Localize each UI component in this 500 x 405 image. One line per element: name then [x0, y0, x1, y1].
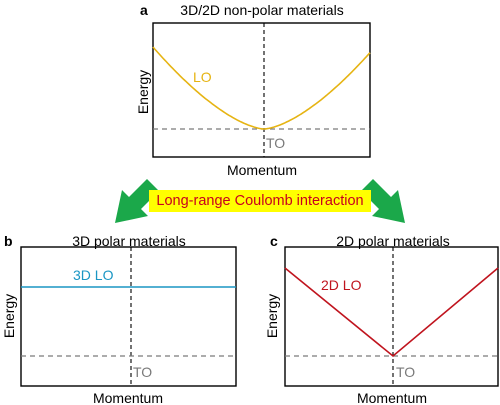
panel-a-xlabel: Momentum — [227, 162, 297, 178]
panel-a-letter: a — [140, 2, 148, 18]
panel-b-frame — [20, 246, 237, 387]
panel-a-to-label: TO — [266, 135, 285, 151]
panel-b-ylabel: Energy — [1, 294, 17, 338]
panel-c-xlabel: Momentum — [357, 390, 427, 405]
panel-c-lo-label: 2D LO — [321, 277, 362, 293]
panel-b-xlabel: Momentum — [93, 390, 163, 405]
panel-a: a 3D/2D non-polar materials LO TO Energy… — [135, 2, 371, 178]
panel-b-letter: b — [4, 233, 13, 249]
panel-a-lo-curve — [152, 46, 371, 130]
panel-b-title: 3D polar materials — [72, 233, 186, 249]
panel-c-to-label: TO — [396, 364, 415, 380]
panel-c-letter: c — [270, 233, 278, 249]
panel-a-ylabel: Energy — [135, 70, 151, 114]
arrow-down-left-icon — [115, 179, 159, 223]
panel-a-lo-label: LO — [193, 69, 212, 85]
panel-a-title: 3D/2D non-polar materials — [180, 2, 343, 18]
panel-a-frame — [152, 22, 371, 158]
panel-b-lo-label: 3D LO — [73, 267, 114, 283]
panel-c-lo-curve — [284, 267, 499, 358]
panel-b-to-label: TO — [133, 364, 152, 380]
coulomb-interaction-banner: Long-range Coulomb interaction — [149, 190, 371, 212]
panel-b: b 3D polar materials 3D LO TO Energy Mom… — [1, 233, 237, 405]
panel-c-ylabel: Energy — [264, 294, 280, 338]
panel-c-frame — [284, 246, 499, 387]
panel-c: c 2D polar materials 2D LO TO Energy Mom… — [264, 233, 499, 405]
arrow-down-right-icon — [361, 179, 405, 223]
panel-c-title: 2D polar materials — [336, 233, 450, 249]
